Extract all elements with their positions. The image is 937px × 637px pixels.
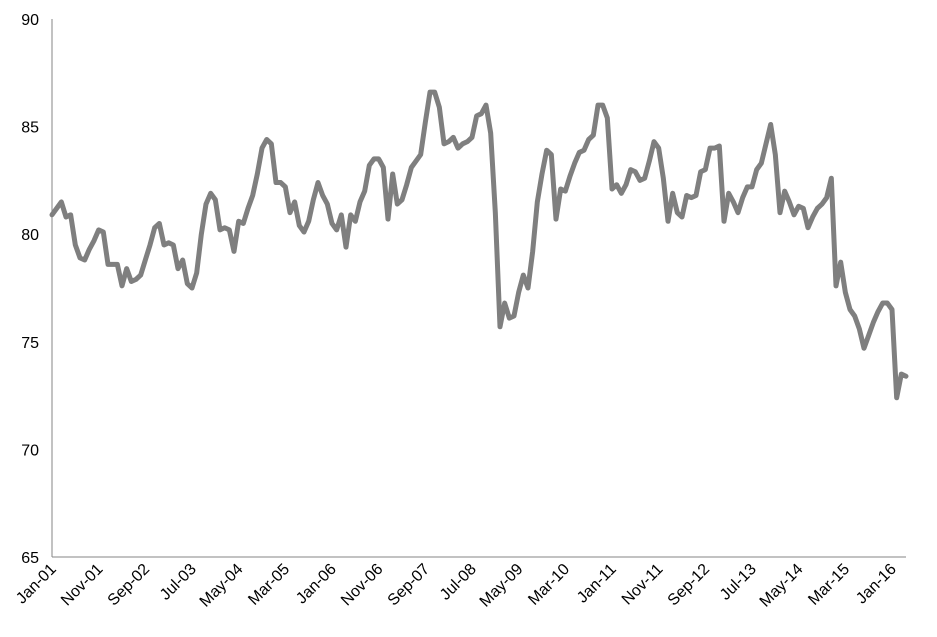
x-tick-label: Nov-11 <box>619 561 667 609</box>
y-tick-label: 75 <box>21 335 39 352</box>
x-tick-label: Sep-02 <box>105 561 154 610</box>
y-tick-label: 70 <box>21 442 39 459</box>
x-tick-label: Jul-08 <box>437 561 480 604</box>
x-tick-label: Sep-12 <box>665 561 714 610</box>
y-tick-label: 90 <box>21 12 39 29</box>
x-tick-label: Mar-10 <box>525 561 573 609</box>
x-tick-label: Jan-06 <box>293 561 340 608</box>
y-tick-label: 85 <box>21 120 39 137</box>
x-tick-label: Sep-07 <box>385 561 434 610</box>
x-tick-label: May-14 <box>757 561 807 611</box>
x-tick-label: Jan-11 <box>574 561 620 607</box>
x-tick-label: May-09 <box>477 561 527 611</box>
series-group <box>49 89 909 401</box>
x-tick-label: Jan-16 <box>853 561 900 608</box>
y-tick-label: 80 <box>21 227 39 244</box>
x-tick-label: Jul-03 <box>157 561 200 604</box>
series-line <box>49 89 909 401</box>
x-tick-label: Mar-05 <box>245 561 293 609</box>
x-tick-label: Mar-15 <box>805 561 853 609</box>
x-tick-label: May-04 <box>197 561 247 611</box>
x-tick-label: Jul-13 <box>717 561 760 604</box>
x-tick-label: Nov-01 <box>58 561 107 610</box>
y-tick-label: 65 <box>21 550 39 567</box>
x-tick-label: Jan-01 <box>13 561 60 608</box>
x-tick-label: Nov-06 <box>338 561 387 610</box>
y-axis-ticks: 65 70 75 80 85 90 <box>21 12 39 567</box>
